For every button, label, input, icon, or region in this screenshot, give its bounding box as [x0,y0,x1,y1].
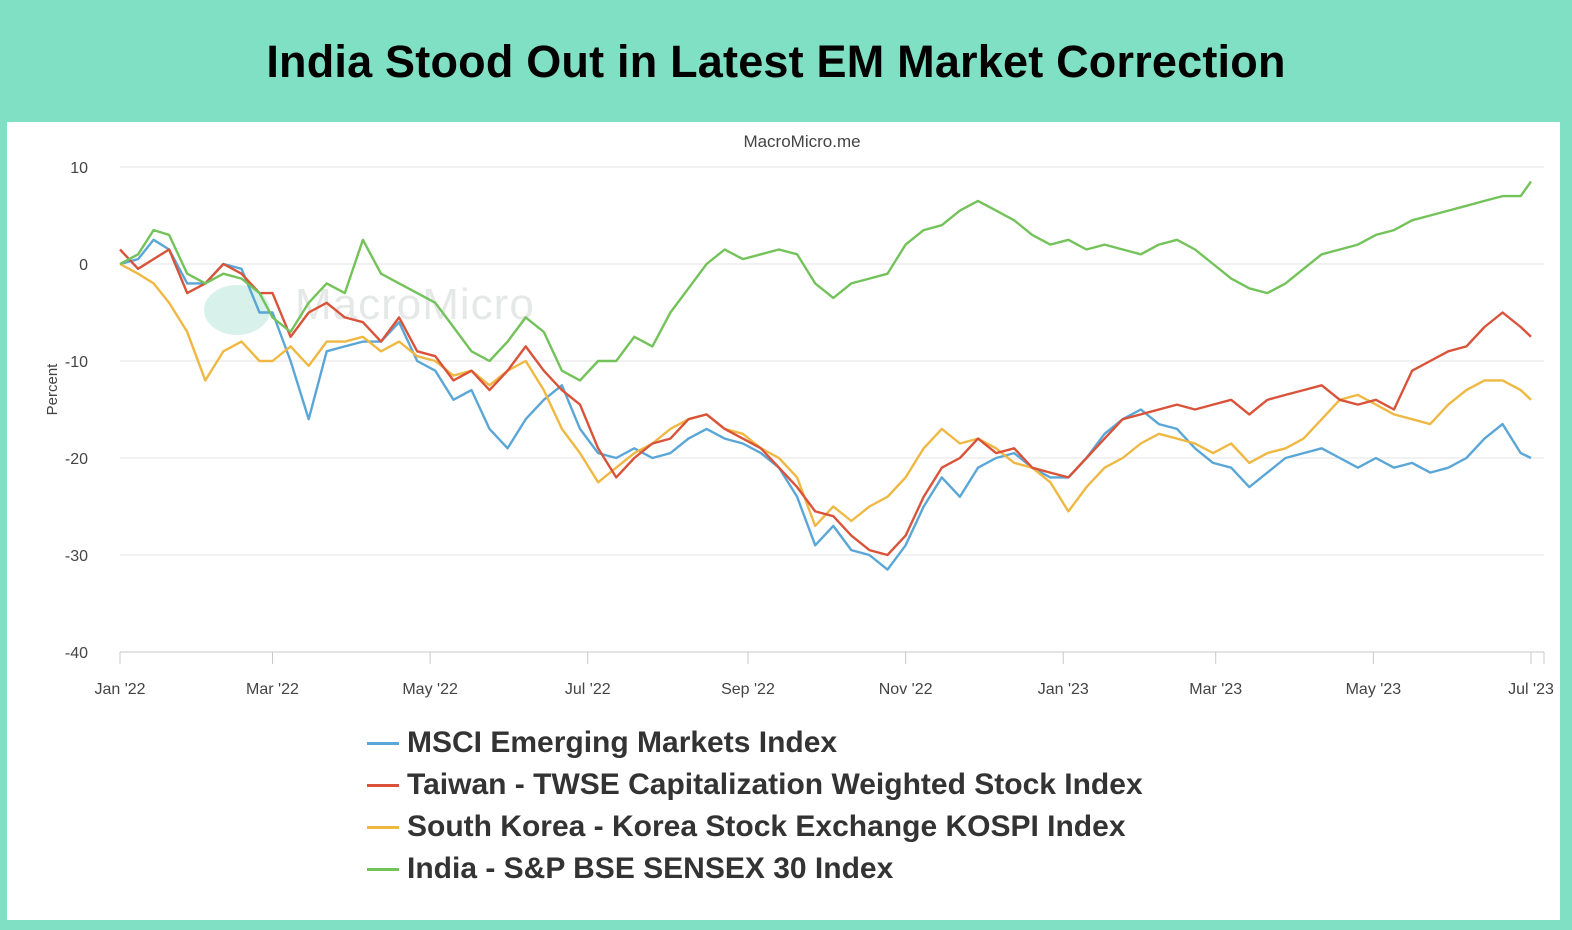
legend-swatch [367,867,399,871]
series-line-msci [119,238,1532,571]
chart-panel: MacroMicro MacroMicro.me 10 0 -10 -20 -30 -40 P… [7,122,1560,920]
x-tick-label: May '23 [1346,681,1402,698]
legend-swatch [367,741,399,745]
y-tick-label: 10 [70,160,88,177]
x-tick-label: Jan '22 [94,681,145,698]
line-chart: MacroMicro.me 10 0 -10 -20 -30 -40 Percent Jan '… [44,132,1554,698]
series-line-korea [119,262,1532,528]
y-tick-label: -30 [65,548,88,565]
x-tick-label: Nov '22 [879,681,933,698]
x-tick-label: Jul '23 [1508,681,1554,698]
legend-label: South Korea - Korea Stock Exchange KOSPI… [407,810,1126,843]
x-tick-label: Jan '23 [1038,681,1089,698]
series-line-taiwan [119,248,1532,557]
y-axis-label: Percent [44,363,61,416]
series-line-india [119,180,1532,382]
y-tick-label: -40 [65,645,88,662]
x-tick-label: Mar '23 [1189,681,1242,698]
legend-item-india[interactable]: India - S&P BSE SENSEX 30 Index [367,848,1143,890]
x-tick-label: Sep '22 [721,681,775,698]
chart-legend: MSCI Emerging Markets Index Taiwan - TWSE… [367,722,1143,890]
legend-label: MSCI Emerging Markets Index [407,726,838,759]
legend-item-msci[interactable]: MSCI Emerging Markets Index [367,722,1143,764]
x-tick-label: Jul '22 [565,681,611,698]
legend-label: Taiwan - TWSE Capitalization Weighted St… [407,768,1143,801]
y-tick-label: -10 [65,354,88,371]
legend-item-taiwan[interactable]: Taiwan - TWSE Capitalization Weighted St… [367,764,1143,806]
legend-swatch [367,825,399,829]
x-tick-label: Mar '22 [246,681,299,698]
chart-title: MacroMicro.me [743,132,860,151]
x-tick-label: May '22 [402,681,458,698]
legend-swatch [367,783,399,787]
legend-label: India - S&P BSE SENSEX 30 Index [407,852,894,885]
y-tick-label: 0 [79,257,88,274]
headline: India Stood Out in Latest EM Market Corr… [266,36,1286,87]
legend-item-korea[interactable]: South Korea - Korea Stock Exchange KOSPI… [367,806,1143,848]
y-tick-label: -20 [65,451,88,468]
